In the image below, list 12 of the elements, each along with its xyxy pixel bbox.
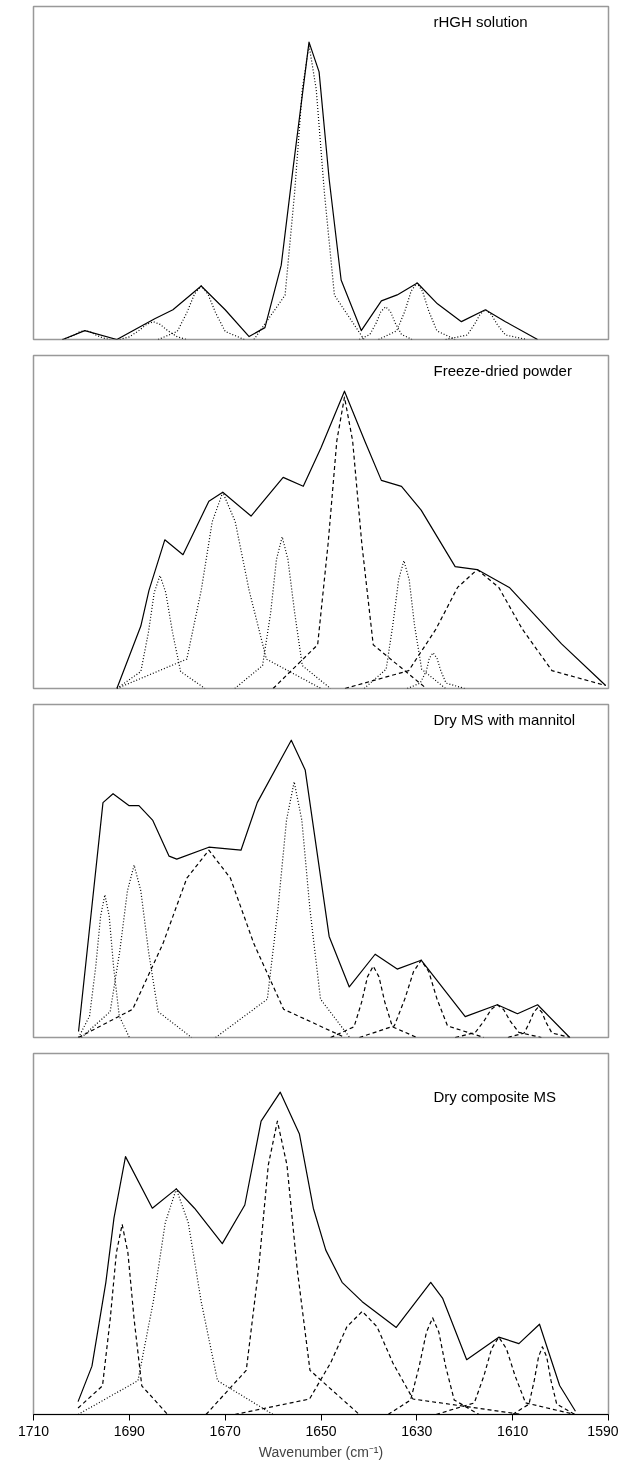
text: rHGH solution (433, 12, 528, 30)
x-axis-title: Wavenumber (cm⁻¹) (258, 1443, 384, 1460)
x-tick-label: 1610 (497, 1422, 529, 1439)
text: Freeze-dried powder (433, 361, 572, 379)
annotation: Dry composite MS (433, 1087, 557, 1105)
x-tick-label: 1670 (209, 1422, 241, 1439)
text: Dry MS with mannitol (433, 710, 576, 728)
x-tick-label: 1710 (17, 1422, 50, 1439)
x-tick-label: 1630 (401, 1422, 433, 1439)
x-tick-label: 1590 (587, 1422, 618, 1439)
x-tick-label: 1690 (113, 1422, 146, 1439)
x-tick-label: 1650 (305, 1422, 337, 1439)
